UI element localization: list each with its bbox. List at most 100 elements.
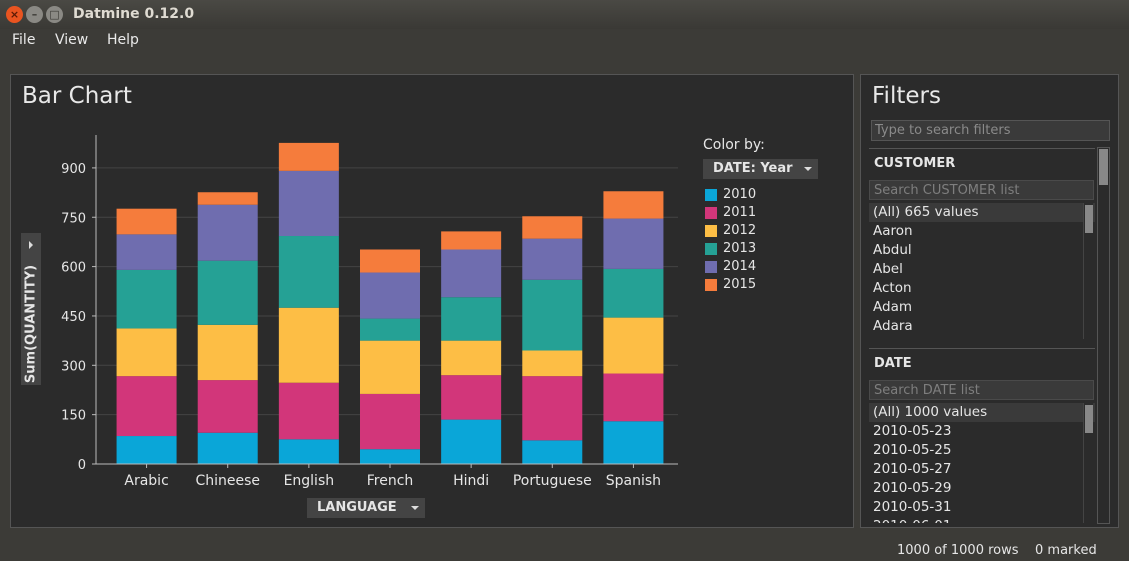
x-axis-selector-button[interactable]: LANGUAGE [307, 498, 425, 518]
maximize-window-button[interactable]: □ [46, 6, 63, 23]
bar-segment [197, 192, 258, 205]
bar-segment [603, 268, 664, 318]
bar-segment [360, 340, 420, 394]
chart-axes: 0 150 300 450 600 750 900 Arabic Chineese English… [61, 135, 678, 489]
bar-segment [522, 376, 583, 441]
bar-segment [603, 373, 664, 422]
bar-segment [116, 436, 177, 464]
bar-segment [278, 307, 339, 383]
bar-segment [360, 393, 420, 450]
customer-filter-title: CUSTOMER [874, 156, 956, 171]
list-item[interactable]: 2010-05-27 [873, 461, 952, 477]
divider [869, 348, 1095, 349]
legend-swatch [705, 261, 717, 273]
legend-swatch [705, 243, 717, 255]
list-item[interactable]: Abel [873, 261, 903, 277]
bar-segment [197, 380, 258, 433]
y-tick-label: 600 [61, 261, 86, 276]
bar-segment [441, 297, 502, 341]
bar-segment [116, 208, 177, 235]
list-item[interactable]: Adam [873, 299, 912, 315]
bar-segment [278, 142, 339, 171]
bar-segment [278, 382, 339, 440]
list-item[interactable]: 2010-05-31 [873, 499, 952, 515]
date-list-scrollbar-thumb[interactable] [1085, 405, 1093, 433]
list-item[interactable]: Acton [873, 280, 912, 296]
menu-help[interactable]: Help [107, 32, 139, 48]
list-item[interactable]: 2010-05-29 [873, 480, 952, 496]
x-axis-label: LANGUAGE [317, 500, 397, 515]
y-tick-label: 900 [61, 162, 86, 177]
bar-segment [441, 375, 502, 420]
chevron-down-icon [411, 506, 419, 510]
bar-segment [522, 440, 583, 464]
bar-segment [116, 328, 177, 377]
bar-segment [360, 449, 420, 464]
window-title: Datmine 0.12.0 [73, 6, 195, 22]
x-tick-label: Portuguese [513, 473, 592, 489]
filters-scrollbar-thumb[interactable] [1099, 149, 1108, 185]
legend-swatch [705, 207, 717, 219]
y-tick-label: 150 [61, 409, 86, 424]
y-tick-label: 750 [61, 211, 86, 226]
bar-segment [116, 269, 177, 329]
customer-list-scrollbar-thumb[interactable] [1085, 205, 1093, 233]
list-item[interactable]: (All) 1000 values [869, 403, 1095, 422]
bar-segment [278, 439, 339, 464]
marked-count-status: 0 marked [1035, 543, 1097, 558]
bar-segment [441, 419, 502, 464]
legend-label: 2015 [723, 277, 757, 292]
legend-label: 2014 [723, 259, 757, 274]
filter-search-input[interactable] [871, 120, 1110, 141]
y-tick-label: 450 [61, 310, 86, 325]
row-count-status: 1000 of 1000 rows [897, 543, 1019, 558]
date-list-scrollbar[interactable] [1083, 403, 1093, 523]
chart-panel-title: Bar Chart [22, 83, 132, 109]
customer-search-input[interactable] [869, 180, 1094, 200]
bar-segment [603, 191, 664, 219]
customer-list-scrollbar[interactable] [1083, 203, 1093, 339]
list-item[interactable]: Abdul [873, 242, 912, 258]
y-axis-selector-button[interactable] [21, 233, 41, 385]
title-bar: × – □ Datmine 0.12.0 [0, 0, 1129, 29]
legend-label: 2011 [723, 205, 757, 220]
date-list: (All) 1000 values 2010-05-23 2010-05-25 201… [869, 403, 1095, 523]
bar-segment [603, 218, 664, 269]
bar-segment [522, 216, 583, 239]
status-bar: 1000 of 1000 rows 0 marked [0, 535, 1129, 561]
x-tick-label: French [367, 473, 414, 489]
list-item[interactable]: 2010-06-01 [869, 517, 1095, 523]
minimize-window-button[interactable]: – [26, 6, 43, 23]
divider [869, 148, 1095, 149]
list-item[interactable]: (All) 665 values [869, 203, 1095, 222]
chart-bars [116, 142, 664, 464]
y-tick-label: 0 [78, 458, 86, 473]
x-tick-label: Hindi [453, 473, 489, 489]
customer-list: (All) 665 values Aaron Abdul Abel Acton Adam A… [869, 203, 1095, 339]
menu-bar: File View Help [0, 29, 1129, 54]
list-item[interactable]: 2010-05-23 [873, 423, 952, 439]
close-window-button[interactable]: × [6, 6, 23, 23]
chevron-right-icon [29, 241, 33, 249]
x-tick-label: Arabic [124, 473, 168, 489]
list-item[interactable]: Adara [873, 318, 913, 334]
date-search-input[interactable] [869, 380, 1094, 400]
bar-segment [116, 234, 177, 270]
list-item[interactable]: Aaron [873, 223, 913, 239]
color-by-value: DATE: Year [713, 161, 793, 176]
bar-chart: 0 150 300 450 600 750 900 Arabic Chineese English… [61, 135, 678, 489]
menu-file[interactable]: File [12, 32, 36, 48]
filters-scrollbar[interactable] [1097, 147, 1110, 524]
legend-label: 2013 [723, 241, 757, 256]
bar-segment [197, 260, 258, 325]
menu-view[interactable]: View [55, 32, 89, 48]
filters-panel-title: Filters [872, 83, 941, 109]
bar-segment [197, 324, 258, 381]
color-by-selector-button[interactable]: DATE: Year [703, 159, 818, 179]
date-filter-title: DATE [874, 356, 912, 371]
bar-segment [603, 421, 664, 464]
bar-segment [116, 376, 177, 437]
list-item[interactable]: 2010-05-25 [873, 442, 952, 458]
color-by-label: Color by: [703, 137, 765, 153]
